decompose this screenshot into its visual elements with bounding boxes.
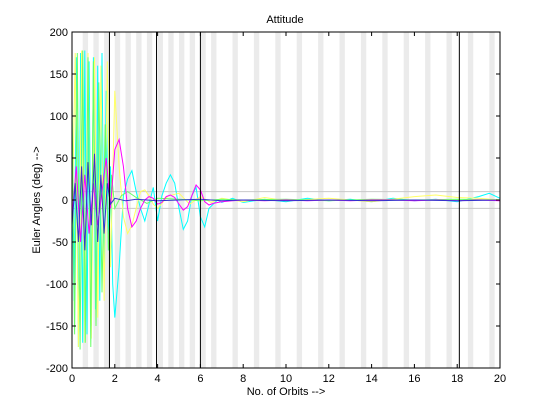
shaded-band bbox=[136, 32, 142, 368]
y-tick-label: 100 bbox=[50, 111, 68, 123]
chart-title: Attitude bbox=[266, 14, 303, 26]
shaded-band bbox=[157, 32, 163, 368]
shaded-band bbox=[114, 32, 121, 368]
axis-ticks: 0 2 4 6 8 10 12 14 16 18 20 200 150 100 50 0 -50 -100 -150… bbox=[46, 27, 506, 385]
x-tick-label: 18 bbox=[451, 373, 463, 385]
x-tick-label: 0 bbox=[69, 373, 75, 385]
x-tick-label: 14 bbox=[365, 373, 377, 385]
data-series-line bbox=[71, 153, 501, 251]
x-tick-label: 6 bbox=[197, 373, 203, 385]
x-axis-title: No. of Orbits --> bbox=[247, 386, 326, 398]
y-tick-label: 0 bbox=[62, 195, 68, 207]
x-tick-label: 20 bbox=[494, 373, 506, 385]
data-series-line bbox=[71, 50, 501, 348]
y-tick-label: -200 bbox=[46, 363, 68, 375]
y-tick-label: -150 bbox=[46, 321, 68, 333]
data-series-line bbox=[71, 50, 501, 350]
shaded-band bbox=[200, 32, 206, 368]
y-tick-label: 50 bbox=[56, 153, 68, 165]
x-tick-label: 16 bbox=[408, 373, 420, 385]
x-tick-label: 12 bbox=[323, 373, 335, 385]
plot-area bbox=[71, 32, 501, 368]
x-tick-label: 8 bbox=[240, 373, 246, 385]
y-axis-title: Euler Angles (deg) --> bbox=[31, 146, 43, 253]
x-tick-label: 10 bbox=[280, 373, 292, 385]
x-tick-label: 2 bbox=[112, 373, 118, 385]
x-tick-label: 4 bbox=[155, 373, 161, 385]
y-tick-label: -100 bbox=[46, 279, 68, 291]
y-tick-label: 200 bbox=[50, 27, 68, 39]
y-tick-label: 150 bbox=[50, 69, 68, 81]
shaded-band bbox=[82, 32, 89, 368]
y-tick-label: -50 bbox=[52, 237, 68, 249]
